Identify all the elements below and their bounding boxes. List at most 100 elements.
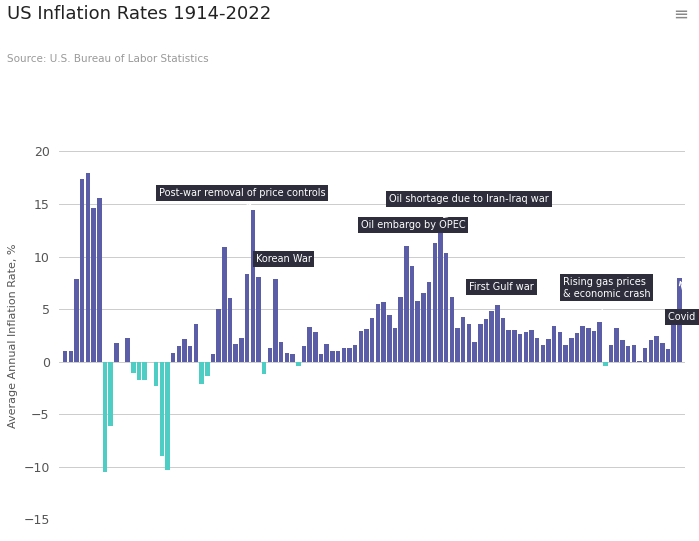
- Text: Covid 19: Covid 19: [668, 281, 699, 322]
- Bar: [103, 362, 107, 472]
- Bar: [546, 339, 551, 362]
- Text: Source: U.S. Bureau of Labor Statistics: Source: U.S. Bureau of Labor Statistics: [7, 54, 208, 64]
- Bar: [137, 362, 141, 380]
- Bar: [85, 173, 90, 362]
- Bar: [609, 345, 613, 362]
- Bar: [97, 197, 101, 362]
- Bar: [131, 362, 136, 373]
- Bar: [347, 348, 352, 362]
- Bar: [177, 346, 181, 362]
- Bar: [524, 332, 528, 362]
- Bar: [467, 324, 471, 362]
- Bar: [563, 345, 568, 362]
- Bar: [671, 312, 676, 362]
- Bar: [387, 315, 391, 362]
- Bar: [330, 351, 335, 362]
- Text: Rising gas prices
& economic crash: Rising gas prices & economic crash: [563, 277, 650, 318]
- Bar: [182, 339, 187, 362]
- Bar: [415, 301, 420, 362]
- Bar: [620, 340, 625, 362]
- Bar: [484, 319, 488, 362]
- Bar: [262, 362, 266, 374]
- Bar: [336, 351, 340, 362]
- Bar: [404, 246, 409, 362]
- Text: Oil shortage due to Iran-Iraq war: Oil shortage due to Iran-Iraq war: [389, 194, 549, 217]
- Bar: [427, 282, 431, 362]
- Bar: [637, 361, 642, 362]
- Bar: [375, 304, 380, 362]
- Bar: [199, 362, 204, 384]
- Bar: [268, 348, 272, 362]
- Bar: [665, 349, 670, 362]
- Bar: [313, 332, 317, 362]
- Bar: [324, 344, 329, 362]
- Text: Korean War: Korean War: [256, 254, 312, 275]
- Bar: [654, 337, 659, 362]
- Bar: [586, 328, 591, 362]
- Bar: [342, 348, 346, 362]
- Bar: [455, 328, 460, 362]
- Bar: [575, 333, 579, 362]
- Bar: [632, 345, 636, 362]
- Bar: [233, 344, 238, 362]
- Bar: [507, 330, 511, 362]
- Bar: [512, 330, 517, 362]
- Bar: [194, 324, 199, 362]
- Bar: [660, 343, 665, 362]
- Bar: [540, 345, 545, 362]
- Bar: [143, 362, 147, 380]
- Bar: [598, 322, 602, 362]
- Bar: [438, 220, 442, 362]
- Bar: [188, 346, 192, 362]
- Bar: [302, 346, 306, 362]
- Bar: [210, 354, 215, 362]
- Text: First Gulf war: First Gulf war: [469, 282, 533, 301]
- Bar: [382, 302, 386, 362]
- Bar: [478, 324, 482, 362]
- Bar: [273, 279, 278, 362]
- Bar: [171, 353, 175, 362]
- Bar: [592, 331, 596, 362]
- Bar: [569, 338, 574, 362]
- Bar: [643, 348, 647, 362]
- Bar: [250, 210, 255, 362]
- Bar: [558, 332, 562, 362]
- Bar: [500, 318, 505, 362]
- Bar: [433, 243, 437, 362]
- Bar: [626, 346, 630, 362]
- Bar: [217, 309, 221, 362]
- Bar: [63, 351, 67, 362]
- Bar: [529, 330, 534, 362]
- Bar: [205, 362, 210, 377]
- Bar: [159, 362, 164, 456]
- Bar: [296, 362, 301, 366]
- Bar: [535, 338, 540, 362]
- Bar: [308, 327, 312, 362]
- Bar: [154, 362, 159, 386]
- Text: Oil embargo by OPEC: Oil embargo by OPEC: [361, 220, 466, 242]
- Bar: [603, 362, 607, 366]
- Bar: [444, 253, 449, 362]
- Bar: [370, 318, 375, 362]
- Bar: [410, 266, 415, 362]
- Text: Post-war removal of price controls: Post-war removal of price controls: [159, 188, 326, 207]
- Bar: [257, 276, 261, 362]
- Bar: [108, 362, 113, 426]
- Bar: [393, 328, 397, 362]
- Bar: [473, 342, 477, 362]
- Bar: [649, 340, 653, 362]
- Bar: [449, 296, 454, 362]
- Bar: [74, 279, 79, 362]
- Bar: [284, 353, 289, 362]
- Bar: [421, 293, 426, 362]
- Text: ≡: ≡: [673, 5, 689, 23]
- Bar: [92, 208, 96, 362]
- Bar: [228, 298, 232, 362]
- Bar: [398, 296, 403, 362]
- Y-axis label: Average Annual Inflation Rate, %: Average Annual Inflation Rate, %: [8, 243, 17, 428]
- Bar: [319, 354, 324, 362]
- Bar: [125, 338, 130, 362]
- Bar: [239, 338, 244, 362]
- Bar: [518, 334, 522, 362]
- Bar: [222, 247, 226, 362]
